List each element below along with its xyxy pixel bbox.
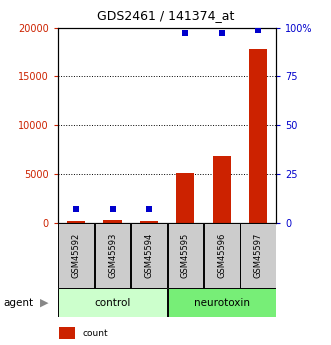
Bar — [213, 156, 231, 223]
Bar — [58, 288, 167, 317]
Bar — [176, 173, 194, 223]
Text: count: count — [83, 329, 108, 338]
Text: GSM45595: GSM45595 — [181, 233, 190, 278]
Bar — [67, 220, 85, 223]
Bar — [167, 288, 276, 317]
Text: GSM45596: GSM45596 — [217, 233, 226, 278]
Text: GSM45592: GSM45592 — [71, 233, 81, 278]
Bar — [103, 220, 122, 223]
Text: GDS2461 / 141374_at: GDS2461 / 141374_at — [97, 9, 234, 22]
Text: ▶: ▶ — [40, 298, 49, 308]
Bar — [167, 223, 203, 288]
Text: GSM45593: GSM45593 — [108, 233, 117, 278]
Text: neurotoxin: neurotoxin — [194, 298, 250, 308]
Bar — [95, 223, 130, 288]
Bar — [240, 223, 276, 288]
Text: GSM45594: GSM45594 — [144, 233, 154, 278]
Bar — [140, 221, 158, 223]
Text: GSM45597: GSM45597 — [254, 233, 263, 278]
Text: agent: agent — [3, 298, 33, 308]
Text: control: control — [94, 298, 131, 308]
Bar — [131, 223, 167, 288]
Bar — [204, 223, 240, 288]
Bar — [249, 49, 267, 223]
Bar — [59, 327, 75, 339]
Bar — [58, 223, 94, 288]
